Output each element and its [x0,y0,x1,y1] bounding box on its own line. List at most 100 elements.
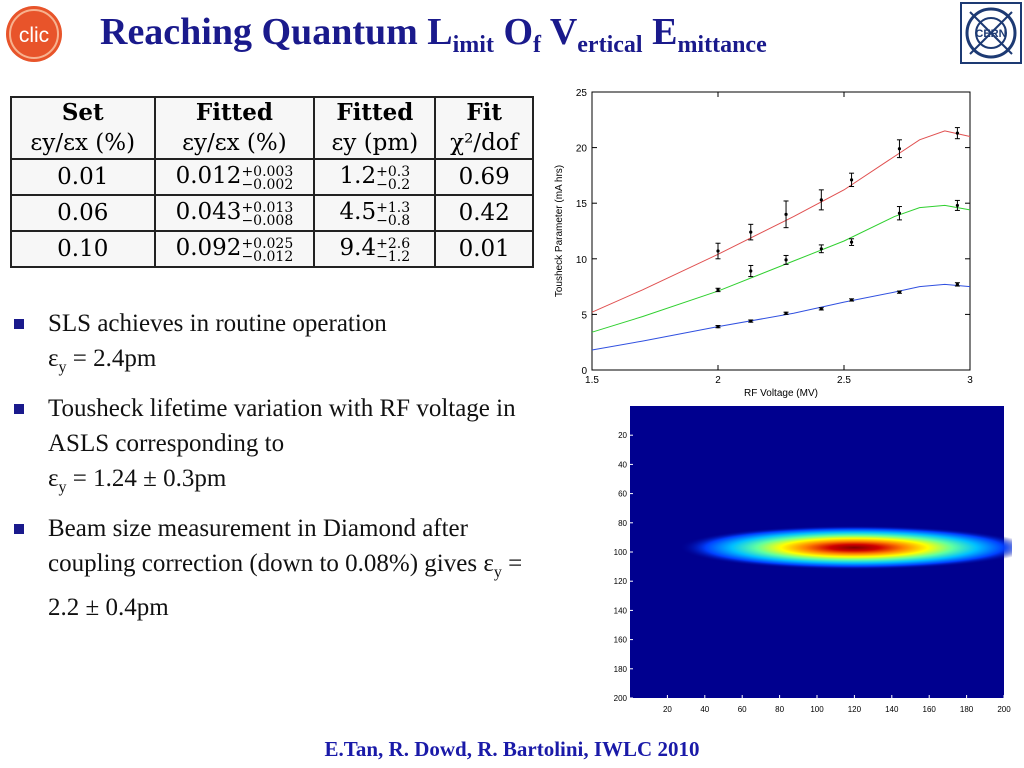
x-tick-label: 2.5 [837,375,851,386]
minus-error: −0.012 [241,248,294,265]
set-cell: 0.10 [10,230,156,268]
x-tick-label: 1.5 [585,375,599,386]
set-cell: 0.06 [10,194,156,233]
results-table: Set Fitted Fitted Fit εy/εx (%) εy/εx (%… [10,95,534,268]
square-bullet-icon [14,524,24,534]
beam-image-panel: 20 40 60 80 100 120 140 160 180 200 20 40 60 80 100 120… [614,406,1012,714]
chi-cell: 0.69 [434,158,534,197]
y-tick-label: 100 [614,548,628,557]
cern-logo-text: CERN [975,28,1006,40]
data-point [716,288,720,292]
data-point [749,269,753,273]
y-tick-label: 10 [576,255,588,266]
y-tick-label: 200 [614,694,628,703]
title-part: E [642,11,678,53]
footer-credit: E.Tan, R. Dowd, R. Bartolini, IWLC 2010 [324,737,700,761]
y-tick-label: 80 [618,519,627,528]
x-tick-label: 120 [848,705,862,714]
fitted-emittance-cell: 4.5+1.3 −0.8 [313,194,437,233]
title-part: V [541,11,578,53]
plus-error: +0.025 [241,235,294,252]
data-point [955,282,959,286]
data-point [784,258,788,262]
y-tick-label: 5 [581,310,587,321]
x-axis-label: RF Voltage (MV) [744,388,818,399]
table-header-row: Set Fitted Fitted Fit [10,95,534,129]
table-row: 0.10 0.092+0.025 −0.012 9.4+2.6 −1.2 0.01 [10,230,534,268]
bullet-list: SLS achieves in routine operation εy = 2… [12,306,552,631]
data-point [849,240,854,244]
table-header-cell: εy (pm) [313,128,437,161]
data-point [849,298,854,302]
cern-logo: CERN [960,2,1022,64]
y-tick-label: 180 [614,665,628,674]
fit-curve [591,130,971,313]
fit-curve [591,283,971,351]
title-part: Reaching Quantum L [100,11,453,53]
touschek-chart: 1.5 2 2.5 3 0 5 10 15 20 25 RF Voltage (MV) Toushec… [554,88,973,399]
minus-error: −0.8 [376,212,411,229]
table-header-cell: χ²/dof [434,128,534,161]
y-tick-label: 0 [581,366,587,377]
fit-curve [591,204,971,333]
data-point [819,247,823,251]
y-tick-label: 20 [618,431,627,440]
y-tick-label: 15 [576,199,588,210]
x-tick-label: 140 [885,705,899,714]
data-point [897,290,902,294]
x-tick-label: 180 [960,705,974,714]
bullet-item: Beam size measurement in Diamond after c… [12,511,552,625]
x-tick-label: 60 [738,705,747,714]
fitted-ratio-cell: 0.012+0.003 −0.002 [153,158,316,197]
chi-cell: 0.42 [434,194,534,233]
table-header-cell: Set [10,95,156,129]
x-tick-label: 160 [923,705,937,714]
plus-error: +0.013 [241,199,294,216]
set-cell: 0.01 [10,158,156,197]
plus-error: +2.6 [376,235,411,252]
title-part-sub: mittance [677,32,767,58]
table-header-cell: Fitted [313,95,437,129]
table-header-cell: Fitted [153,95,316,129]
plot-frame [591,91,971,371]
fitted-ratio-cell: 0.043+0.013 −0.008 [153,194,316,233]
x-tick-label: 2 [715,375,721,386]
y-tick-label: 160 [614,636,628,645]
data-point [849,178,854,182]
clic-logo-text: clic [19,24,49,47]
beam-spot [679,525,1012,570]
minus-error: −1.2 [376,248,411,265]
clic-logo: clic [6,6,62,62]
square-bullet-icon [14,319,24,329]
table-header-cell: Fit [434,95,534,129]
y-tick-label: 25 [576,88,588,99]
bullet-item: Tousheck lifetime variation with RF volt… [12,391,552,505]
minus-error: −0.008 [241,212,294,229]
data-point [784,212,788,216]
slide-title: Reaching Quantum Limit Of Vertical Emitt… [100,6,960,62]
title-part: O [493,11,534,53]
x-tick-label: 40 [700,705,709,714]
y-axis-label: Tousheck Parameter (mA hrs) [554,165,565,297]
y-tick-label: 40 [618,460,627,469]
x-tick-label: 80 [775,705,784,714]
data-point [897,147,902,151]
data-point [819,307,823,311]
fitted-emittance-cell: 9.4+2.6 −1.2 [313,230,437,268]
title-part-sub: f [533,32,542,58]
table-header-row: εy/εx (%) εy/εx (%) εy (pm) χ²/dof [10,128,534,161]
bullet-item: SLS achieves in routine operation εy = 2… [12,306,552,385]
chi-cell: 0.01 [434,230,534,268]
data-point [819,198,823,202]
fitted-emittance-cell: 1.2+0.3 −0.2 [313,158,437,197]
data-point [897,211,902,215]
table-row: 0.01 0.012+0.003 −0.002 1.2+0.3 −0.2 0.69 [10,158,534,197]
title-part-sub: ertical [577,32,643,58]
title-part-sub: imit [452,32,494,58]
data-point [784,311,788,315]
table-row: 0.06 0.043+0.013 −0.008 4.5+1.3 −0.8 0.42 [10,194,534,233]
plus-error: +0.003 [241,163,294,180]
y-tick-label: 120 [614,577,628,586]
data-point [716,249,720,253]
data-point [955,131,959,135]
